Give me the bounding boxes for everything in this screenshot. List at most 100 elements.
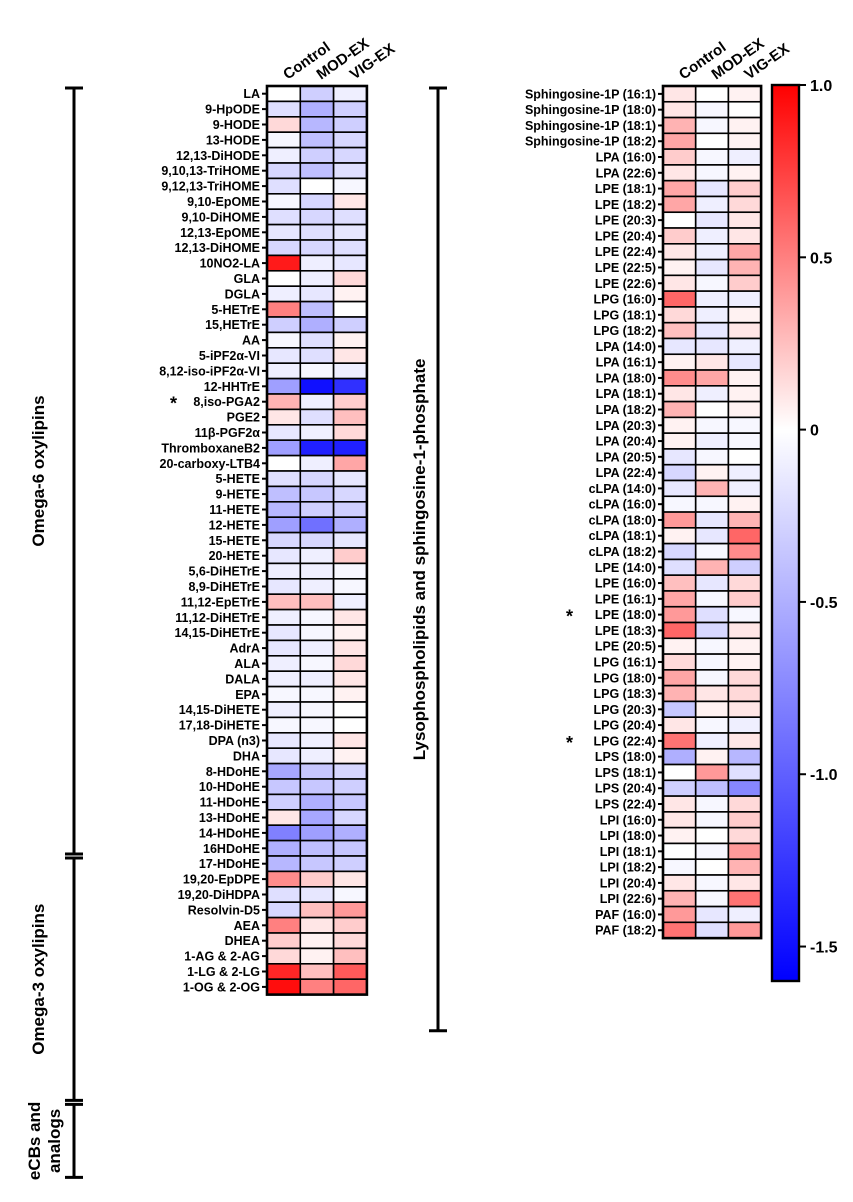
group-label: Lysophospholipids and sphingosine-1-phos… [410, 359, 429, 761]
heatmap-cell [727, 684, 762, 703]
heatmap-cell [727, 306, 762, 324]
heatmap-cell [727, 337, 762, 356]
row-label: LPG (18:1) [593, 308, 656, 322]
heatmap-cell [299, 916, 335, 934]
heatmap-cell [299, 547, 335, 565]
heatmap-cell [662, 874, 697, 892]
heatmap-cell [299, 269, 335, 287]
heatmap-cell [727, 479, 762, 498]
heatmap-cell [694, 116, 730, 135]
heatmap-cell [266, 778, 302, 796]
row-label: 11-HETE [209, 503, 260, 517]
heatmap-cell [299, 670, 335, 688]
heatmap-cell [662, 148, 697, 166]
heatmap-cell [727, 621, 762, 640]
row-label: cLPA (18:1) [589, 529, 656, 543]
heatmap-cell [694, 211, 730, 229]
heatmap-cell [266, 85, 302, 103]
heatmap-cell [694, 921, 730, 939]
row-label: 10NO2-LA [200, 257, 260, 271]
row-label: EPA [235, 688, 260, 702]
heatmap-cell [727, 858, 762, 876]
heatmap-cell [266, 193, 302, 211]
row-label: LPE (22:5) [595, 261, 656, 275]
group-label: Omega-3 oxylipins [29, 904, 48, 1055]
group-label: eCBs and [25, 1102, 44, 1180]
heatmap-cell [266, 423, 302, 441]
row-label: Sphingosine-1P (16:1) [525, 87, 656, 101]
heatmap-cell [299, 593, 335, 611]
row-label: LPA (18:0) [596, 371, 656, 385]
heatmap-cell [727, 511, 762, 529]
heatmap-cell [266, 670, 302, 688]
heatmap-cell [727, 385, 762, 403]
heatmap-cell [266, 116, 302, 134]
heatmap-cell [694, 732, 730, 750]
heatmap-cell [694, 684, 730, 703]
heatmap-cell [694, 795, 730, 813]
heatmap-cell [332, 470, 368, 488]
row-label: 5-HETE [216, 472, 260, 486]
heatmap-cell [266, 454, 302, 472]
heatmap-cell [662, 700, 697, 718]
heatmap-cell [332, 454, 368, 472]
heatmap-border [661, 84, 763, 940]
heatmap-cell [727, 889, 762, 908]
heatmap-cell [266, 839, 302, 857]
row-label: cLPA (18:0) [589, 513, 656, 527]
heatmap-cell [266, 516, 302, 534]
row-label: DHA [233, 749, 260, 763]
heatmap-cell [694, 763, 730, 782]
heatmap-cell [299, 608, 335, 626]
heatmap-cell [662, 243, 697, 261]
row-label: 17-HDoHE [199, 857, 260, 871]
row-label: 1-AG & 2-AG [184, 950, 260, 964]
heatmap-cell [662, 684, 697, 703]
heatmap-cell [332, 654, 368, 672]
heatmap-cell [266, 824, 302, 842]
row-label: 8,12-iso-iPF2α-VI [159, 364, 260, 378]
row-label: 1-OG & 2-OG [183, 980, 260, 994]
significance-star: * [170, 394, 177, 414]
heatmap-cell [299, 146, 335, 164]
row-label: DHEA [225, 934, 260, 948]
heatmap-cell [694, 905, 730, 924]
row-label: Sphingosine-1P (18:2) [525, 135, 656, 149]
colorbar-tick-label: 0 [810, 423, 819, 440]
row-label: LPG (20:3) [593, 703, 656, 717]
heatmap-cell [299, 208, 335, 226]
row-label: DPA (n3) [209, 734, 260, 748]
heatmap-cell [299, 131, 335, 149]
heatmap-cell [332, 962, 368, 980]
row-label: 20-HETE [209, 549, 260, 563]
heatmap-cell [266, 624, 302, 642]
heatmap-cell [727, 116, 762, 135]
heatmap-cell [266, 932, 302, 950]
row-label: LPI (18:1) [600, 845, 656, 859]
heatmap-cell [662, 637, 697, 655]
heatmap-cell [332, 285, 368, 303]
heatmap-cell [266, 254, 302, 272]
row-label: DALA [225, 672, 260, 686]
row-label: Resolvin-D5 [188, 903, 260, 917]
heatmap-cell [694, 164, 730, 182]
heatmap-cell [662, 416, 697, 434]
row-label: 8-HDoHE [206, 765, 260, 779]
heatmap-cell [299, 470, 335, 488]
row-label: 14-HDoHE [199, 826, 260, 840]
heatmap-cell [694, 527, 730, 545]
heatmap-cell [266, 577, 302, 595]
heatmap-cell [299, 285, 335, 303]
heatmap-cell [299, 808, 335, 826]
heatmap-cell [266, 870, 302, 888]
heatmap-cell [332, 146, 368, 164]
heatmap-cell [299, 824, 335, 842]
heatmap-cell [332, 393, 368, 411]
heatmap-cell [266, 131, 302, 149]
heatmap-cell [299, 162, 335, 180]
heatmap-cell [266, 223, 302, 241]
heatmap-cell [694, 274, 730, 292]
heatmap-cell [299, 485, 335, 503]
heatmap-cell [727, 732, 762, 750]
heatmap-cell [727, 290, 762, 308]
